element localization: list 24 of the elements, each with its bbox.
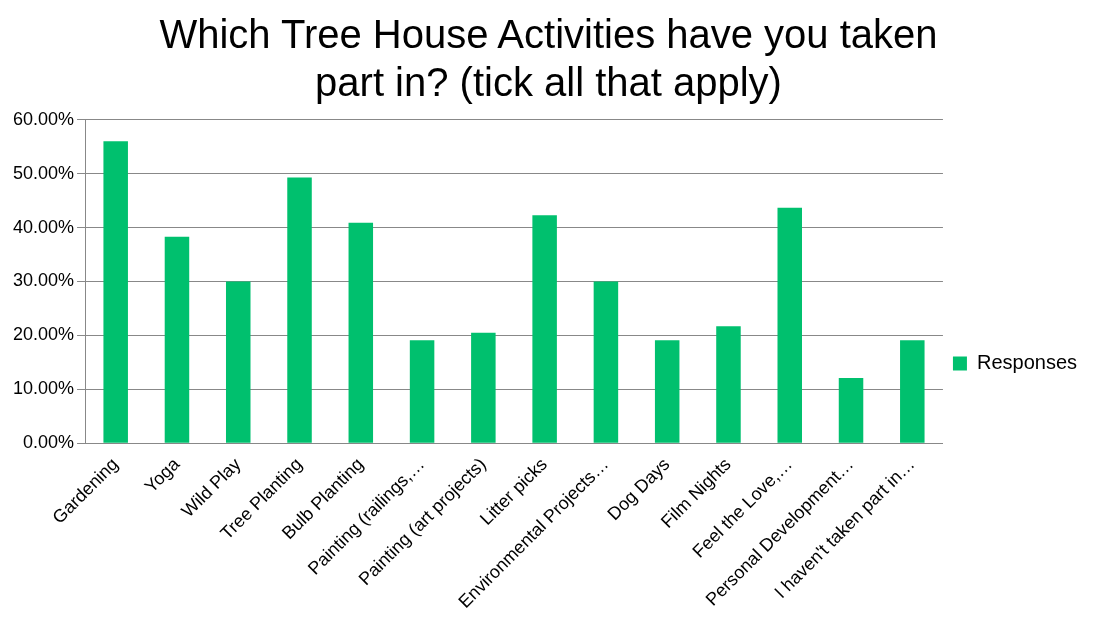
bar xyxy=(777,207,802,443)
bar xyxy=(409,340,435,443)
x-tick-label: Yoga xyxy=(140,453,184,497)
y-tick-label: 0.00% xyxy=(23,432,75,453)
y-tick-label: 60.00% xyxy=(12,108,75,129)
bar xyxy=(593,281,619,443)
bar xyxy=(532,215,557,443)
y-tick-label: 40.00% xyxy=(12,216,75,237)
legend-label: Responses xyxy=(976,351,1077,374)
bar xyxy=(225,281,251,443)
y-tick-label: 20.00% xyxy=(12,324,75,345)
bar xyxy=(654,340,680,443)
y-tick-label: 10.00% xyxy=(12,378,75,399)
bar xyxy=(348,222,374,443)
bar xyxy=(716,326,741,443)
bar xyxy=(471,332,496,443)
chart-title: Which Tree House Activities have you taken part in? (tick all that apply) xyxy=(158,11,939,106)
bar xyxy=(103,141,128,443)
y-tick-label: 30.00% xyxy=(12,270,75,291)
y-tick-label: 50.00% xyxy=(12,162,75,183)
bar xyxy=(287,177,312,443)
bar xyxy=(838,377,864,443)
bar xyxy=(164,236,190,443)
bar xyxy=(900,340,925,443)
